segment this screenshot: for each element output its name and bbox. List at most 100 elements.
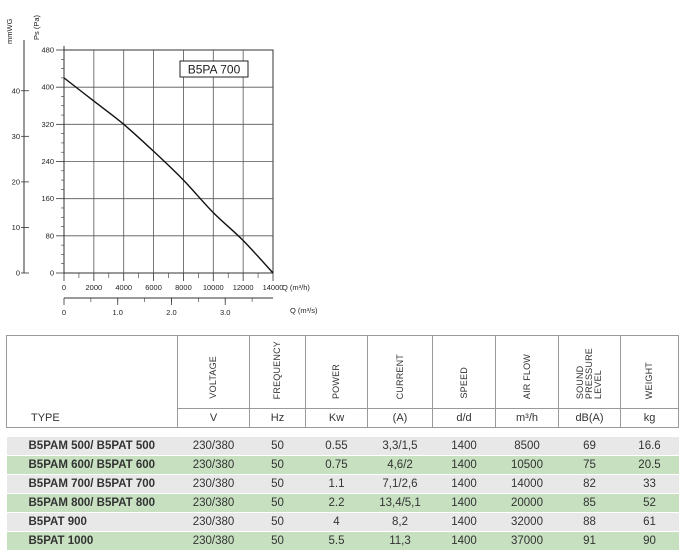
mmwg-tick-label: 0 xyxy=(16,269,20,278)
table-cell: 33 xyxy=(620,474,679,494)
pressure-tick-label: 400 xyxy=(41,83,54,92)
pressure-tick-label: 160 xyxy=(41,194,54,203)
mmwg-axis: 0 10 20 30 40 xyxy=(12,40,29,278)
table-cell: 7,1/2,6 xyxy=(367,474,433,494)
table-cell: 50 xyxy=(249,531,306,551)
table-cell: 14000 xyxy=(495,474,559,494)
table-cell: 11,3 xyxy=(367,531,433,551)
airflow-unit: m³/h xyxy=(495,408,559,428)
type-cell: B5PAM 500/ B5PAT 500 xyxy=(6,437,178,456)
pressure-tick-label: 480 xyxy=(41,46,54,55)
table-cell: 1400 xyxy=(432,437,496,456)
frequency-unit: Hz xyxy=(249,408,306,428)
table-cell: 50 xyxy=(249,512,306,532)
pressure-tick-label: 320 xyxy=(41,120,54,129)
weight-header: WEIGHT xyxy=(620,335,679,409)
sound-unit: dB(A) xyxy=(558,408,621,428)
table-cell: 90 xyxy=(620,531,679,551)
table-cell: 37000 xyxy=(495,531,559,551)
table-unit-row: V Hz Kw (A) d/d m³/h dB(A) kg xyxy=(7,408,679,428)
fan-spec-table: TYPE VOLTAGE FREQUENCY POWER CURRENT SPE… xyxy=(6,335,679,551)
table-row: B5PAT 900 230/380 50 4 8,2 1400 32000 88… xyxy=(6,512,679,532)
type-cell: B5PAM 600/ B5PAT 600 xyxy=(6,455,178,475)
sound-header: SOUND PRESSURE LEVEL xyxy=(558,335,621,409)
table-cell: 13,4/5,1 xyxy=(367,493,433,513)
table-cell: 91 xyxy=(558,531,621,551)
flow-axis: 0 2000 4000 6000 8000 10000 12000 14000 xyxy=(62,273,284,292)
table-cell: 1400 xyxy=(432,455,496,475)
flow-tick-label: 14000 xyxy=(263,283,284,292)
table-row: B5PAM 800/ B5PAT 800 230/380 50 2.2 13,4… xyxy=(6,493,679,513)
fan-performance-chart: 0 80 160 240 320 400 480 0 10 20 30 40 0 2000 4000 60… xyxy=(5,14,318,317)
table-cell: 52 xyxy=(620,493,679,513)
table-cell: 230/380 xyxy=(177,455,250,475)
table-cell: 1400 xyxy=(432,531,496,551)
flow-tick-label: 6000 xyxy=(145,283,162,292)
table-cell: 8500 xyxy=(495,437,559,456)
chart-title-box xyxy=(179,60,249,78)
current-header: CURRENT xyxy=(367,335,433,409)
pressure-tick-label: 0 xyxy=(50,269,54,278)
table-cell: 4 xyxy=(305,512,368,532)
table-cell: 230/380 xyxy=(177,512,250,532)
flow-m3s-tick-label: 2.0 xyxy=(166,308,176,317)
table-row: B5PAM 500/ B5PAT 500 230/380 50 0.55 3,3… xyxy=(6,437,679,456)
speed-header: SPEED xyxy=(432,335,496,409)
fan-curve-line xyxy=(63,77,274,274)
table-cell: 75 xyxy=(558,455,621,475)
mmwg-tick-label: 40 xyxy=(12,86,20,95)
table-cell: 1.1 xyxy=(305,474,368,494)
table-cell: 82 xyxy=(558,474,621,494)
table-cell: 0.55 xyxy=(305,437,368,456)
mmwg-axis-label: mmWG xyxy=(5,18,14,44)
table-cell: 2.2 xyxy=(305,493,368,513)
table-cell: 0.75 xyxy=(305,455,368,475)
table-cell: 61 xyxy=(620,512,679,532)
table-cell: 10500 xyxy=(495,455,559,475)
flow-tick-label: 8000 xyxy=(175,283,192,292)
power-header: POWER xyxy=(305,335,368,409)
table-cell: 69 xyxy=(558,437,621,456)
table-row: B5PAM 700/ B5PAT 700 230/380 50 1.1 7,1/… xyxy=(6,474,679,494)
chart-title: B5PA 700 xyxy=(188,63,241,77)
table-cell: 16.6 xyxy=(620,437,679,456)
voltage-header: VOLTAGE xyxy=(177,335,250,409)
table-cell: 88 xyxy=(558,512,621,532)
flow-m3s-axis: 0 1.0 2.0 3.0 xyxy=(62,297,273,317)
airflow-header: AIR FLOW xyxy=(495,335,559,409)
speed-unit: d/d xyxy=(432,408,496,428)
voltage-unit: V xyxy=(177,408,250,428)
mmwg-tick-label: 30 xyxy=(12,132,20,141)
pressure-tick-label: 80 xyxy=(46,231,54,240)
table-cell: 20000 xyxy=(495,493,559,513)
type-header-cell: TYPE xyxy=(6,335,178,428)
table-cell: 20.5 xyxy=(620,455,679,475)
type-header: TYPE xyxy=(31,412,60,424)
pressure-axis: 0 80 160 240 320 400 480 xyxy=(41,46,65,278)
table-header-row: TYPE VOLTAGE FREQUENCY POWER CURRENT SPE… xyxy=(6,335,679,428)
table-cell: 85 xyxy=(558,493,621,513)
flow-tick-label: 10000 xyxy=(203,283,224,292)
flow-m3s-tick-label: 3.0 xyxy=(220,308,230,317)
flow-tick-label: 0 xyxy=(62,283,66,292)
table-cell: 230/380 xyxy=(177,493,250,513)
power-unit: Kw xyxy=(305,408,368,428)
flow-m3s-axis-label: Q (m³/s) xyxy=(290,306,318,315)
flow-m3s-tick-label: 0 xyxy=(62,308,66,317)
table-cell: 230/380 xyxy=(177,531,250,551)
table-cell: 8,2 xyxy=(367,512,433,532)
flow-m3s-tick-label: 1.0 xyxy=(113,308,123,317)
table-cell: 32000 xyxy=(495,512,559,532)
table-cell: 3,3/1,5 xyxy=(367,437,433,456)
type-cell: B5PAM 700/ B5PAT 700 xyxy=(6,474,178,494)
type-cell: B5PAT 900 xyxy=(6,512,178,532)
table-cell: 5.5 xyxy=(305,531,368,551)
flow-tick-label: 4000 xyxy=(115,283,132,292)
table-row: B5PAM 600/ B5PAT 600 230/380 50 0.75 4,6… xyxy=(6,455,679,475)
table-cell: 230/380 xyxy=(177,474,250,494)
pressure-axis-label: Ps (Pa) xyxy=(32,14,41,40)
current-unit: (A) xyxy=(367,408,433,428)
table-cell: 50 xyxy=(249,437,306,456)
flow-tick-label: 12000 xyxy=(233,283,254,292)
type-cell: B5PAM 800/ B5PAT 800 xyxy=(6,493,178,513)
